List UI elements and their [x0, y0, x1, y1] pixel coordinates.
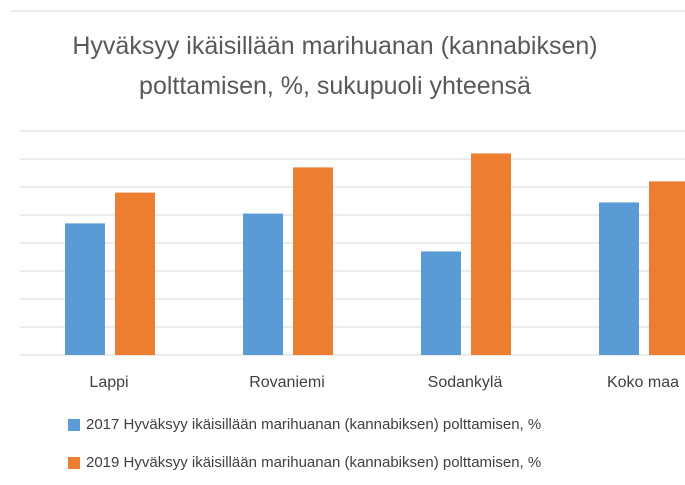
bar [421, 251, 461, 355]
legend-label: 2017 Hyväksyy ikäisillään marihuanan (ka… [86, 416, 541, 433]
x-tick-label: Rovaniemi [249, 374, 325, 391]
bar [293, 167, 333, 355]
x-tick-label: Lappi [89, 374, 128, 391]
bar [599, 202, 639, 355]
x-tick-label: Koko maa [607, 374, 679, 391]
bar [471, 153, 511, 355]
chart-title: Hyväksyy ikäisillään marihuanan (kannabi… [72, 32, 598, 100]
legend-swatch [68, 457, 80, 469]
legend-label: 2019 Hyväksyy ikäisillään marihuanan (ka… [86, 454, 541, 471]
bar [65, 223, 105, 355]
bar [649, 181, 685, 355]
x-tick-label: Sodankylä [428, 374, 503, 391]
bar [115, 192, 155, 355]
legend-swatch [68, 419, 80, 431]
bar [243, 213, 283, 355]
